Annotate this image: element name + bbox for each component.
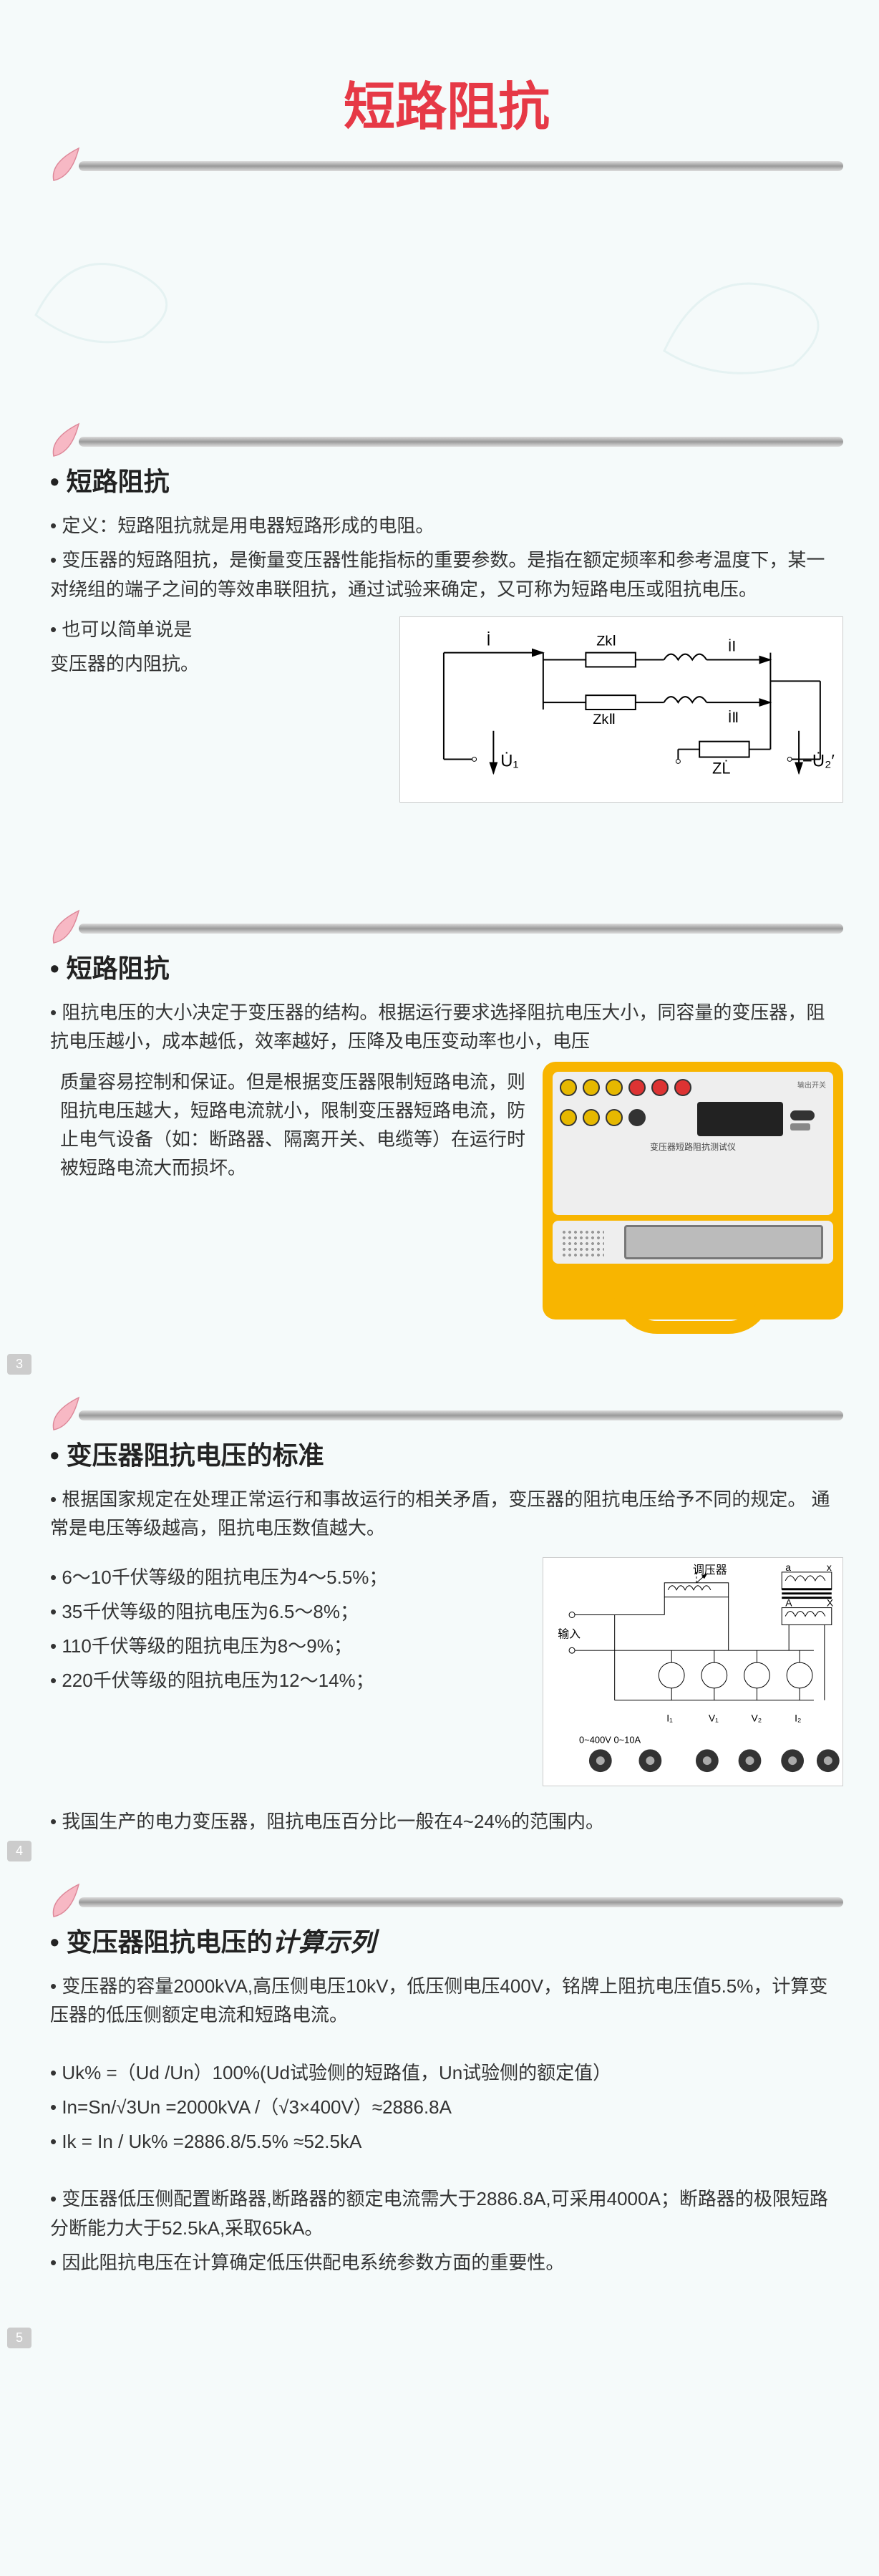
svg-text:İⅠ: İⅠ — [728, 639, 736, 655]
svg-text:调压器: 调压器 — [693, 1563, 727, 1576]
bullet-def: • 定义：短路阻抗就是用电器短路形成的电阻。 — [50, 511, 843, 540]
bullet: • 阻抗电压的大小决定于变压器的结构。根据运行要求选择阻抗电压大小，同容量的变压… — [50, 998, 843, 1056]
svg-text:a: a — [785, 1561, 791, 1572]
slide-5: • 变压器阻抗电压的计算示列 • 变压器的容量2000kVA,高压侧电压10kV… — [0, 1876, 879, 2363]
svg-text:U̇₁: U̇₁ — [500, 751, 518, 771]
bg-sketch-2 — [636, 243, 850, 387]
svg-text:I₁: I₁ — [666, 1712, 673, 1723]
section-title: • 短路阻抗 — [50, 948, 843, 985]
level-3: • 110千伏等级的阻抗电压为8～9%； — [50, 1632, 528, 1660]
svg-text:İⅡ: İⅡ — [728, 710, 739, 726]
arrow-icon — [43, 141, 94, 193]
bg-sketch-1 — [14, 229, 200, 358]
arrow-icon — [43, 417, 94, 468]
formula-1: • Uk% =（Ud /Un）100%(Ud试验侧的短路值，Un试验侧的额定值） — [50, 2058, 843, 2087]
section-title: • 变压器阻抗电压的计算示列 — [50, 1922, 843, 1959]
slide-4: • 变压器阻抗电压的标准 • 根据国家规定在处理正常运行和事故运行的相关矛盾，变… — [0, 1389, 879, 1876]
slide-number: 3 — [7, 1354, 31, 1375]
bullet-importance: • 因此阻抗电压在计算确定低压供配电系统参数方面的重要性。 — [50, 2248, 843, 2277]
bullet-summary: • 我国生产的电力变压器，阻抗电压百分比一般在4~24%的范围内。 — [50, 1807, 843, 1836]
section-title: • 变压器阻抗电压的标准 — [50, 1435, 843, 1472]
wiring-diagram: 调压器 输入 a x A — [543, 1557, 843, 1786]
arrow-icon — [43, 1877, 94, 1929]
svg-text:ZkⅠ: ZkⅠ — [596, 634, 616, 649]
bullet-wrap: 质量容易控制和保证。但是根据变压器限制短路电流，则阻抗电压越大，短路电流就小，限… — [50, 1067, 528, 1183]
level-4: • 220千伏等级的阻抗电压为12～14%； — [50, 1666, 528, 1695]
svg-text:İ: İ — [486, 631, 490, 649]
divider — [50, 161, 843, 171]
arrow-icon — [43, 904, 94, 955]
divider — [50, 924, 843, 934]
slide-3: • 短路阻抗 • 阻抗电压的大小决定于变压器的结构。根据运行要求选择阻抗电压大小… — [0, 902, 879, 1389]
svg-text:V₂: V₂ — [751, 1712, 762, 1723]
svg-text:ZkⅡ: ZkⅡ — [593, 712, 616, 727]
svg-text:输入: 输入 — [558, 1627, 581, 1640]
svg-text:x: x — [827, 1561, 832, 1572]
slide-2: • 短路阻抗 • 定义：短路阻抗就是用电器短路形成的电阻。 • 变压器的短路阻抗… — [0, 415, 879, 902]
bullet: • 根据国家规定在处理正常运行和事故运行的相关矛盾，变压器的阻抗电压给予不同的规… — [50, 1485, 843, 1543]
slide-title: 短路阻抗 — [0, 0, 879, 415]
title-part-b: 计算示列 — [273, 1927, 376, 1957]
bullet-problem: • 变压器的容量2000kVA,高压侧电压10kV，低压侧电压400V，铭牌上阻… — [50, 1972, 843, 2030]
svg-text:I₂: I₂ — [795, 1712, 801, 1723]
svg-text:ZL̇: ZL̇ — [712, 759, 730, 777]
bullet-simple2: 变压器的内阻抗。 — [50, 649, 385, 678]
formula-3: • Ik = In / Uk% =2886.8/5.5% ≈52.5kA — [50, 2127, 843, 2156]
title-part-a: • 变压器阻抗电压的 — [50, 1927, 273, 1957]
section-title: • 短路阻抗 — [50, 461, 843, 498]
svg-text:−U̇₂′: −U̇₂′ — [802, 751, 835, 771]
tester-label: 变压器短路阻抗测试仪 — [560, 1141, 826, 1153]
divider — [50, 1897, 843, 1907]
circuit-diagram: İ ZkⅠ İⅠ ZkⅡ İⅡ — [399, 616, 843, 803]
divider — [50, 1410, 843, 1420]
divider — [50, 437, 843, 447]
svg-text:V₁: V₁ — [709, 1712, 719, 1723]
tester-device-image: 输出开关 — [543, 1062, 843, 1320]
bullet-simple: • 也可以简单说是 — [50, 615, 385, 644]
arrow-icon — [43, 1390, 94, 1442]
bullet-breaker: • 变压器低压侧配置断路器,断路器的额定电流需大于2886.8A,可采用4000… — [50, 2184, 843, 2242]
slide-number: 5 — [7, 2328, 31, 2348]
svg-text:0~400V 0~10A: 0~400V 0~10A — [579, 1734, 641, 1745]
main-title: 短路阻抗 — [50, 64, 843, 140]
slide-number: 4 — [7, 1841, 31, 1861]
level-1: • 6～10千伏等级的阻抗电压为4～5.5%； — [50, 1563, 528, 1592]
tester-corner-label: 输出开关 — [797, 1079, 826, 1090]
formula-2: • In=Sn/√3Un =2000kVA /（√3×400V）≈2886.8A — [50, 2093, 843, 2121]
bullet-desc: • 变压器的短路阻抗，是衡量变压器性能指标的重要参数。是指在额定频率和参考温度下… — [50, 546, 843, 604]
level-2: • 35千伏等级的阻抗电压为6.5～8%； — [50, 1597, 528, 1626]
